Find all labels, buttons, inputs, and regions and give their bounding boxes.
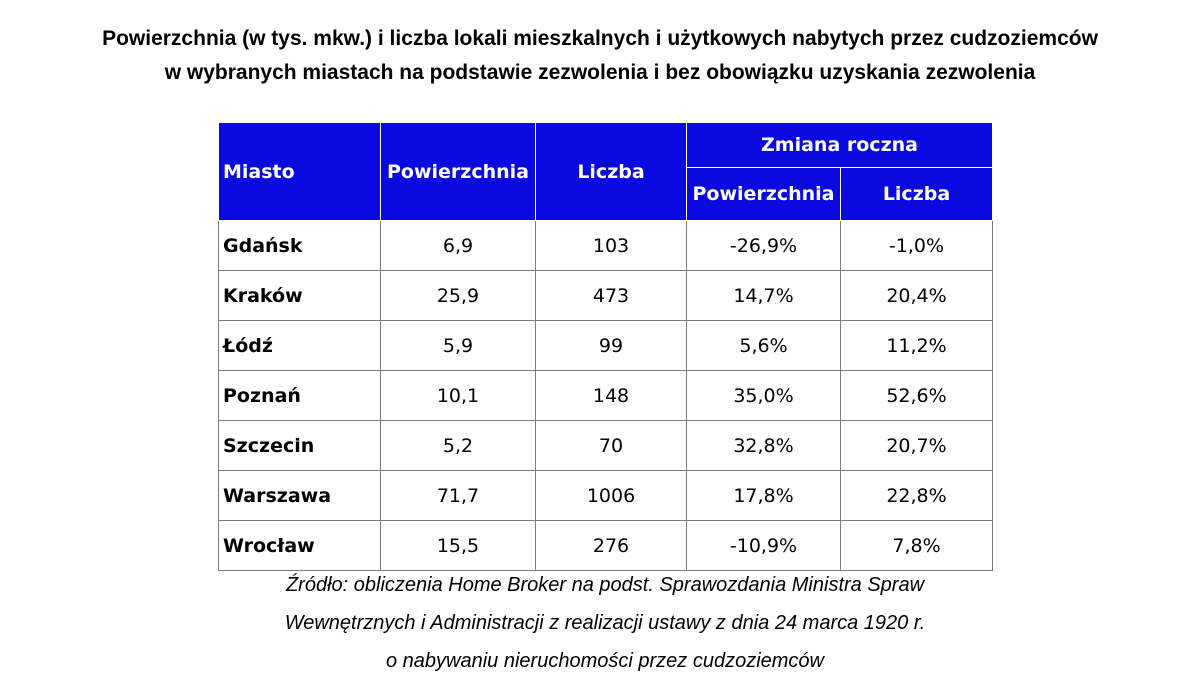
cell-area: 5,2 [380, 420, 536, 471]
cell-area: 71,7 [380, 470, 536, 521]
cell-change-area: 5,6% [686, 320, 841, 371]
source-note: Źródło: obliczenia Home Broker na podst.… [0, 566, 1200, 680]
cell-change-area: 17,8% [686, 470, 841, 521]
table-row: Wrocław 15,5 276 -10,9% 7,8% [218, 520, 993, 571]
page-title: Powierzchnia (w tys. mkw.) i liczba loka… [0, 22, 1200, 90]
source-line-3: o nabywaniu nieruchomości przez cudzozie… [386, 650, 824, 672]
source-line-2: Wewnętrznych i Administracji z realizacj… [284, 612, 926, 634]
cell-city: Szczecin [218, 420, 381, 471]
cell-city: Kraków [218, 270, 381, 321]
table-header: Miasto Powierzchnia Liczba Zmiana roczna… [218, 122, 993, 221]
cell-change-count: 20,4% [840, 270, 993, 321]
cell-change-count: 11,2% [840, 320, 993, 371]
cell-area: 25,9 [380, 270, 536, 321]
table-row: Szczecin 5,2 70 32,8% 20,7% [218, 420, 993, 471]
cell-change-area: 14,7% [686, 270, 841, 321]
cell-city: Poznań [218, 370, 381, 421]
table-row: Łódź 5,9 99 5,6% 11,2% [218, 320, 993, 371]
cell-count: 99 [535, 320, 687, 371]
cell-count: 70 [535, 420, 687, 471]
cell-area: 10,1 [380, 370, 536, 421]
header-change-group: Zmiana roczna [686, 122, 993, 168]
title-line-1: Powierzchnia (w tys. mkw.) i liczba loka… [102, 27, 1098, 50]
cell-change-count: 20,7% [840, 420, 993, 471]
header-area: Powierzchnia [380, 122, 536, 221]
header-count: Liczba [535, 122, 687, 221]
table-row: Gdańsk 6,9 103 -26,9% -1,0% [218, 220, 993, 271]
table-row: Kraków 25,9 473 14,7% 20,4% [218, 270, 993, 321]
source-line-1: Źródło: obliczenia Home Broker na podst.… [285, 574, 925, 596]
cell-change-count: 22,8% [840, 470, 993, 521]
cell-change-area: -10,9% [686, 520, 841, 571]
cell-change-count: -1,0% [840, 220, 993, 271]
cell-count: 1006 [535, 470, 687, 521]
header-row-2: Powierzchnia Liczba [219, 167, 993, 221]
title-line-2: w wybranych miastach na podstawie zezwol… [164, 61, 1036, 84]
cell-change-area: 32,8% [686, 420, 841, 471]
cell-change-area: -26,9% [686, 220, 841, 271]
cell-area: 5,9 [380, 320, 536, 371]
cell-area: 6,9 [380, 220, 536, 271]
table-row: Poznań 10,1 148 35,0% 52,6% [218, 370, 993, 421]
cell-area: 15,5 [380, 520, 536, 571]
header-row-1: Miasto Powierzchnia Liczba Zmiana roczna [218, 122, 993, 221]
cell-change-count: 7,8% [840, 520, 993, 571]
cell-city: Gdańsk [218, 220, 381, 271]
cell-city: Warszawa [218, 470, 381, 521]
cell-count: 473 [535, 270, 687, 321]
data-table: Miasto Powierzchnia Liczba Zmiana roczna… [218, 122, 993, 571]
cell-city: Wrocław [218, 520, 381, 571]
cell-city: Łódź [218, 320, 381, 371]
cell-count: 148 [535, 370, 687, 421]
table-body: Gdańsk 6,9 103 -26,9% -1,0% Kraków 25,9 … [218, 220, 993, 571]
cell-count: 276 [535, 520, 687, 571]
table-row: Warszawa 71,7 1006 17,8% 22,8% [218, 470, 993, 521]
cell-change-area: 35,0% [686, 370, 841, 421]
cell-count: 103 [535, 220, 687, 271]
header-change-count: Liczba [840, 167, 993, 221]
header-change-area: Powierzchnia [686, 167, 841, 221]
header-city: Miasto [218, 122, 381, 221]
cell-change-count: 52,6% [840, 370, 993, 421]
